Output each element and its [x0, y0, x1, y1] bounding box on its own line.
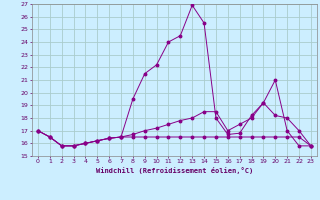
X-axis label: Windchill (Refroidissement éolien,°C): Windchill (Refroidissement éolien,°C) — [96, 167, 253, 174]
